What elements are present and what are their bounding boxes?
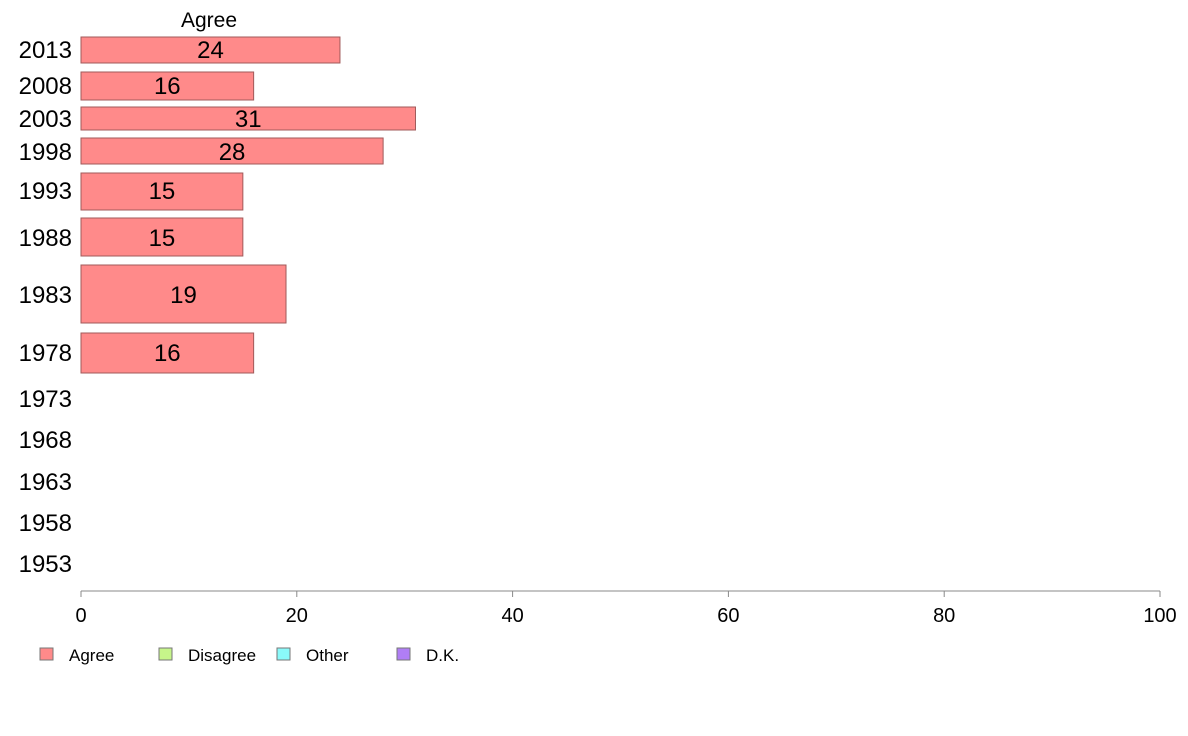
bar-2008 — [80, 71, 255, 101]
year-label-1993: 1993 — [19, 178, 72, 205]
year-label-1988: 1988 — [19, 225, 72, 252]
year-label-1953: 1953 — [19, 551, 72, 578]
year-label-1998: 1998 — [19, 139, 72, 166]
year-label-2008: 2008 — [19, 73, 72, 100]
x-tick-label-0: 0 — [75, 605, 86, 627]
bar-label-2003: 31 — [235, 106, 262, 133]
bar-1993 — [80, 172, 244, 211]
legend-label-dk: D.K. — [426, 646, 459, 665]
legend-swatch-other — [276, 647, 291, 661]
bar-1983 — [80, 264, 287, 324]
legend-label-disagree: Disagree — [188, 646, 256, 665]
year-label-1968: 1968 — [19, 427, 72, 454]
bar-2013 — [80, 36, 341, 64]
bar-1998 — [80, 137, 384, 165]
legend-swatch-disagree — [158, 647, 173, 661]
column-title: Agree — [181, 9, 237, 32]
x-tick-label-40: 40 — [501, 605, 523, 627]
legend-swatch-agree — [39, 647, 54, 661]
year-labels: 2013 2008 2003 1998 1993 1988 1983 1978 1973 1968… — [19, 37, 72, 578]
year-label-1978: 1978 — [19, 340, 72, 367]
x-tick-label-20: 20 — [286, 605, 308, 627]
bar-1988 — [80, 217, 244, 257]
legend: Agree Disagree Other D.K. — [39, 646, 459, 665]
legend-swatch-dk — [396, 647, 411, 661]
year-label-2003: 2003 — [19, 106, 72, 133]
legend-label-other: Other — [306, 646, 349, 665]
bar-label-1988: 15 — [149, 225, 176, 252]
legend-label-agree: Agree — [69, 646, 114, 665]
year-label-1983: 1983 — [19, 282, 72, 309]
year-label-1963: 1963 — [19, 469, 72, 496]
bar-label-1983: 19 — [170, 282, 197, 309]
x-tick-label-80: 80 — [933, 605, 955, 627]
bar-label-1998: 28 — [219, 139, 246, 166]
bar-1978 — [80, 332, 255, 374]
year-label-1973: 1973 — [19, 386, 72, 413]
bar-label-2008: 16 — [154, 73, 181, 100]
bar-label-2013: 24 — [197, 37, 224, 64]
year-label-2013: 2013 — [19, 37, 72, 64]
x-tick-label-60: 60 — [717, 605, 739, 627]
x-axis: 0 20 40 60 80 100 — [75, 590, 1177, 627]
year-label-1958: 1958 — [19, 510, 72, 537]
x-tick-label-100: 100 — [1143, 605, 1176, 627]
bar-labels: 24 16 31 28 15 15 19 16 — [149, 37, 262, 367]
bar-2003 — [80, 106, 416, 131]
bar-label-1993: 15 — [149, 178, 176, 205]
bars — [80, 36, 416, 374]
bar-label-1978: 16 — [154, 340, 181, 367]
